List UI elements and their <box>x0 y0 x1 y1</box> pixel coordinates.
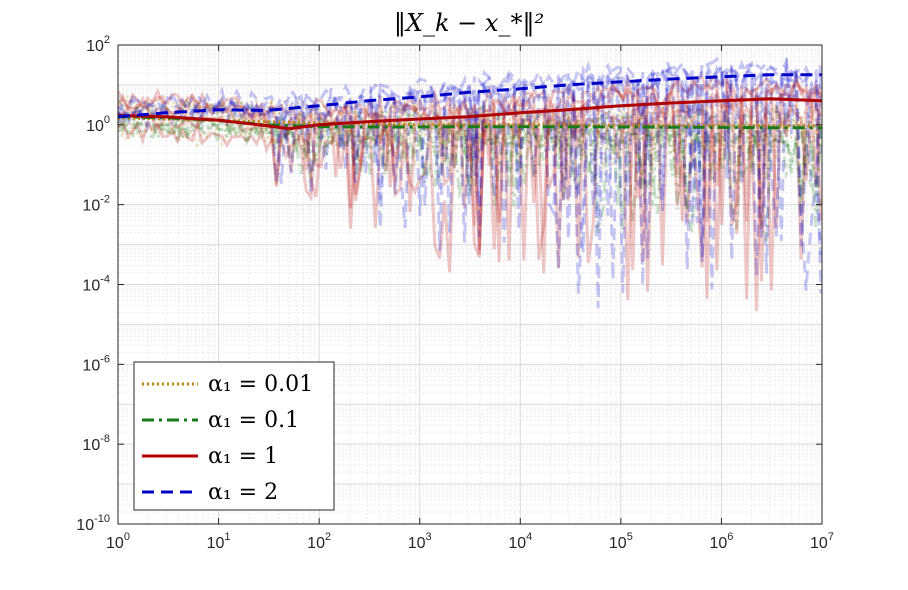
legend-label: α₁ = 0.01 <box>208 372 313 397</box>
x-tick-label: 104 <box>508 531 532 552</box>
background-trajectories <box>116 56 823 312</box>
x-tick-label: 105 <box>609 531 633 552</box>
y-tick-label: 100 <box>86 114 110 135</box>
background-trajectory <box>117 56 823 261</box>
x-tick-label: 106 <box>709 531 733 552</box>
x-tick-label: 103 <box>408 531 432 552</box>
x-axis-ticks: 100 101 102 103 104 105 106 107 <box>106 45 834 552</box>
x-tick-label: 107 <box>810 531 834 552</box>
y-axis-ticks: 10-10 10-8 10-6 10-4 10-2 100 102 <box>76 34 822 534</box>
background-trajectory <box>116 96 822 207</box>
y-tick-label: 10-2 <box>82 194 110 215</box>
y-tick-label: 10-10 <box>76 513 110 534</box>
background-trajectory <box>116 66 823 276</box>
y-tick-label: 102 <box>86 34 110 55</box>
background-trajectory <box>116 57 823 286</box>
background-trajectory <box>116 89 822 300</box>
legend: α₁ = 0.01 α₁ = 0.1 α₁ = 1 α₁ = 2 <box>133 361 335 511</box>
series-line <box>117 97 823 131</box>
series-line <box>117 73 822 119</box>
background-trajectory <box>117 62 823 294</box>
legend-label: α₁ = 0.1 <box>208 408 299 433</box>
y-tick-label: 10-8 <box>82 433 110 454</box>
background-trajectory <box>116 80 823 282</box>
legend-label: α₁ = 1 <box>208 444 278 469</box>
background-trajectory <box>117 63 823 309</box>
background-trajectory <box>116 116 823 234</box>
y-tick-label: 10-4 <box>82 274 110 295</box>
background-trajectory <box>117 94 823 144</box>
background-trajectory <box>117 115 823 230</box>
legend-label: α₁ = 2 <box>208 480 278 505</box>
x-tick-label: 101 <box>207 531 231 552</box>
legend-box <box>133 361 335 511</box>
series-lines <box>117 73 823 131</box>
chart-title: ‖X_k − x_*‖² <box>394 9 544 38</box>
y-tick-label: 10-6 <box>82 353 110 374</box>
background-trajectory <box>116 71 823 263</box>
x-tick-label: 100 <box>106 531 130 552</box>
background-trajectory <box>117 120 822 242</box>
background-trajectory <box>116 103 823 312</box>
x-tick-label: 102 <box>307 531 331 552</box>
series-line <box>117 115 822 130</box>
